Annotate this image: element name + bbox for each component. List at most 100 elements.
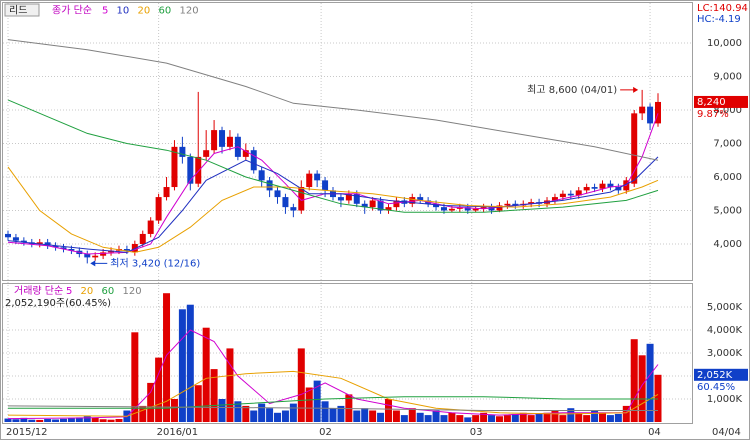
- volume-bar: [424, 415, 432, 422]
- volume-bar: [28, 419, 36, 422]
- candle-body: [163, 187, 170, 198]
- volume-bar: [654, 374, 662, 422]
- legend-entry: 120: [123, 286, 142, 297]
- legend-entry: 20: [138, 6, 151, 17]
- volume-bar: [392, 410, 400, 422]
- candle-body: [488, 207, 495, 211]
- volume-bar: [155, 357, 163, 422]
- ma-line: [7, 166, 659, 253]
- volume-bar: [266, 408, 274, 422]
- volume-bar: [638, 355, 646, 422]
- volume-bar: [448, 412, 456, 422]
- x-tick-label: 02: [319, 427, 332, 438]
- candle-body: [20, 240, 27, 243]
- volume-bar: [274, 412, 282, 422]
- candle-body: [504, 203, 511, 206]
- candle-body: [655, 101, 661, 124]
- candle-body: [591, 187, 598, 189]
- volume-bar: [12, 419, 20, 422]
- volume-bar: [281, 410, 289, 422]
- candle-body: [171, 146, 178, 188]
- volume-bar: [44, 419, 52, 422]
- candle-body: [512, 203, 519, 206]
- change-label: 9.87%: [697, 109, 729, 120]
- volume-bar: [321, 401, 329, 422]
- candle-body: [385, 207, 392, 211]
- volume-bar: [242, 405, 250, 422]
- volume-tag-label: 2,052K: [697, 370, 733, 381]
- candle-body: [5, 233, 11, 238]
- candle-body: [448, 208, 455, 211]
- volume-bar: [59, 418, 67, 422]
- volume-bar: [218, 399, 226, 422]
- volume-bar: [591, 410, 599, 422]
- candle-body: [559, 193, 566, 198]
- volume-bar: [139, 405, 147, 422]
- candle-body: [607, 183, 614, 188]
- candle-body: [496, 205, 503, 211]
- volume-bar: [329, 408, 337, 422]
- price-tag-label: 8,240: [697, 97, 726, 108]
- candle-body: [282, 197, 289, 208]
- legend-entry: 120: [180, 6, 199, 17]
- x-tick-label: 2015/12: [6, 427, 48, 438]
- volume-bar: [107, 419, 115, 422]
- candle-body: [337, 197, 344, 201]
- price-tag: [694, 95, 748, 108]
- legend-entry: 20: [81, 286, 94, 297]
- volume-bar: [202, 327, 210, 422]
- volume-bar: [408, 408, 416, 422]
- low-annotation: 최저 3,420 (12/16): [110, 257, 200, 269]
- candle-body: [433, 203, 440, 208]
- volume-tick-label: 3,000K: [707, 348, 743, 359]
- candle-body: [567, 193, 574, 196]
- volume-bar: [297, 348, 305, 422]
- candle-body: [36, 242, 43, 244]
- price-pane: [2, 2, 693, 281]
- candle-body: [298, 187, 305, 211]
- candle-body: [393, 200, 400, 208]
- volume-bar: [630, 339, 638, 422]
- candle-body: [583, 187, 590, 191]
- ma-line: [7, 370, 659, 417]
- candle-body: [147, 220, 154, 234]
- y-tick-label: 8,000: [713, 105, 742, 116]
- candle-body: [155, 197, 162, 221]
- volume-bar: [99, 419, 107, 422]
- candle-body: [266, 180, 273, 191]
- candle-body: [44, 242, 51, 246]
- ma-line: [7, 99, 659, 213]
- volume-bar: [234, 401, 242, 422]
- candle-body: [369, 200, 376, 208]
- volume-tag: [694, 368, 748, 381]
- volume-bar: [416, 412, 424, 422]
- volume-bar: [305, 387, 313, 422]
- volume-bar: [353, 410, 361, 422]
- y-tick-label: 10,000: [707, 38, 742, 49]
- volume-bar: [511, 413, 519, 422]
- volume-bar: [4, 418, 12, 422]
- low-arrowhead: [90, 260, 96, 267]
- volume-bar: [369, 410, 377, 422]
- volume-bar: [535, 413, 543, 422]
- candle-body: [322, 180, 329, 191]
- candle-body: [647, 106, 654, 124]
- volume-tick-label: 4,000K: [707, 325, 743, 336]
- candle-body: [353, 193, 360, 204]
- candle-body: [179, 146, 186, 157]
- volume-bar: [543, 412, 551, 422]
- y-tick-label: 4,000: [713, 239, 742, 250]
- ma-line: [7, 156, 659, 253]
- candle-body: [195, 156, 202, 184]
- volume-bar: [646, 343, 654, 422]
- volume-bar: [559, 415, 567, 422]
- volume-bar: [67, 418, 75, 422]
- volume-bar: [503, 415, 511, 422]
- volume-bar: [313, 380, 321, 422]
- date-label: 04/04: [712, 427, 741, 438]
- volume-bar: [440, 415, 448, 422]
- volume-bar: [614, 413, 622, 422]
- lc-label: LC:140.94: [697, 3, 748, 14]
